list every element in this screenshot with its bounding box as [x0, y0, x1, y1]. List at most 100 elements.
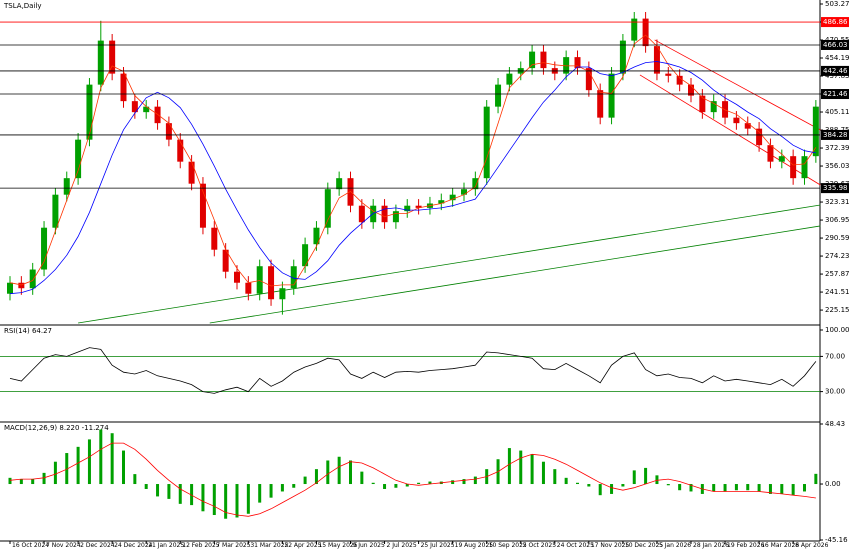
y-tick-label: 70.00 [825, 352, 845, 360]
rsi-title: RSI(14) 64.27 [4, 327, 52, 335]
candle-body [653, 46, 660, 74]
macd-bar [644, 467, 648, 485]
macd-bar [258, 484, 262, 503]
macd-bar [451, 480, 455, 485]
macd-bar [178, 484, 182, 504]
candle-body [483, 106, 490, 179]
macd-bar [564, 477, 568, 485]
candle-body [234, 271, 240, 283]
chart-title: TSLA,Daily [3, 2, 42, 10]
moving-average [9, 34, 817, 287]
moving-average [9, 61, 816, 295]
candle-body [131, 101, 138, 113]
candle-body [199, 183, 206, 228]
macd-bar [383, 484, 387, 489]
candle-body [438, 200, 445, 204]
macd-bar [314, 469, 318, 485]
macd-bar [212, 484, 216, 516]
y-tick-label: 372.39 [825, 144, 850, 152]
candle-body [245, 282, 252, 294]
level-label: 486.86 [823, 18, 848, 26]
macd-bar [156, 484, 160, 497]
candle-body [756, 128, 763, 146]
macd-bar [576, 482, 579, 485]
candle-body [665, 73, 672, 76]
y-tick-label: 241.51 [825, 288, 850, 296]
macd-bar [734, 484, 738, 491]
candle-body [676, 75, 683, 85]
macd-bar [99, 429, 103, 485]
macd-bar [76, 446, 80, 485]
x-tick-label: 7 Mar 2025 [216, 542, 250, 549]
candle-body [404, 205, 411, 212]
macd-bar [292, 484, 296, 488]
x-tick-label: 24 Dec 2024 [114, 542, 153, 549]
candle-body [631, 18, 638, 41]
candle-body [392, 211, 399, 223]
macd-bar [133, 474, 137, 485]
candle-body [415, 205, 422, 208]
macd-bar [553, 469, 557, 485]
macd-bar [167, 484, 171, 499]
macd-bar [791, 484, 795, 496]
x-tick-label: 21 Jan 2025 [148, 542, 184, 549]
macd-bar [190, 484, 194, 506]
macd-bar [42, 472, 46, 485]
x-tick-label: 16 Mar 2026 [761, 542, 799, 549]
x-tick-label: 7 Nov 2024 [46, 542, 81, 549]
y-tick-label: 356.03 [825, 162, 850, 170]
y-tick-label: 437.83 [825, 72, 850, 80]
trendline [209, 225, 821, 324]
x-tick-label: 25 Jul 2025 [421, 542, 455, 549]
candle-body [165, 123, 172, 140]
candle-body [109, 40, 116, 74]
candle-body [370, 205, 377, 223]
candle-body [801, 156, 808, 179]
x-tick-label: 17 Nov 2025 [591, 542, 630, 549]
macd-bar [757, 484, 761, 492]
x-tick-label: 2 Jul 2025 [387, 542, 417, 549]
macd-bar [803, 484, 806, 492]
macd-bar [689, 484, 693, 492]
x-tick-label: 2 Dec 2024 [80, 542, 115, 549]
y-tick-label: 30.00 [825, 388, 845, 396]
macd-bar [507, 448, 511, 485]
candle-body [177, 139, 184, 162]
candle-body [461, 189, 467, 195]
candle-body [778, 156, 785, 162]
x-tick-label: 15 May 2025 [318, 542, 357, 549]
macd-bar [530, 454, 534, 485]
macd-bar [303, 476, 307, 485]
candle-body [449, 194, 456, 201]
y-tick-label: 503.27 [825, 0, 850, 8]
macd-bar [269, 484, 273, 498]
y-tick-label: 257.87 [825, 270, 850, 278]
level-label: 421.46 [823, 90, 848, 98]
macd-bar [723, 484, 727, 492]
level-label: 384.28 [823, 131, 848, 139]
candle-body [619, 40, 626, 74]
candle-body [63, 178, 70, 195]
macd-bar [541, 461, 545, 485]
candle-body [211, 227, 218, 250]
macd-bar [768, 484, 772, 494]
macd-bar [235, 484, 239, 518]
candle-body [699, 95, 706, 113]
candle-body [381, 205, 388, 223]
level-label: 466.03 [823, 41, 848, 49]
macd-bar [746, 484, 750, 491]
level-label-box [821, 129, 849, 140]
macd-bar [19, 479, 23, 485]
macd-title: MACD(12,26,9) 8.220 -11.274 [4, 424, 109, 432]
candle-body [529, 51, 536, 69]
macd-bar [349, 460, 352, 485]
x-tick-label: 5 Jan 2026 [659, 542, 691, 549]
trendline [654, 39, 821, 131]
level-label-box [821, 17, 849, 28]
level-label-box [821, 65, 849, 76]
macd-bar [587, 484, 591, 487]
macd-bar [280, 484, 284, 492]
candle-body [597, 90, 604, 118]
